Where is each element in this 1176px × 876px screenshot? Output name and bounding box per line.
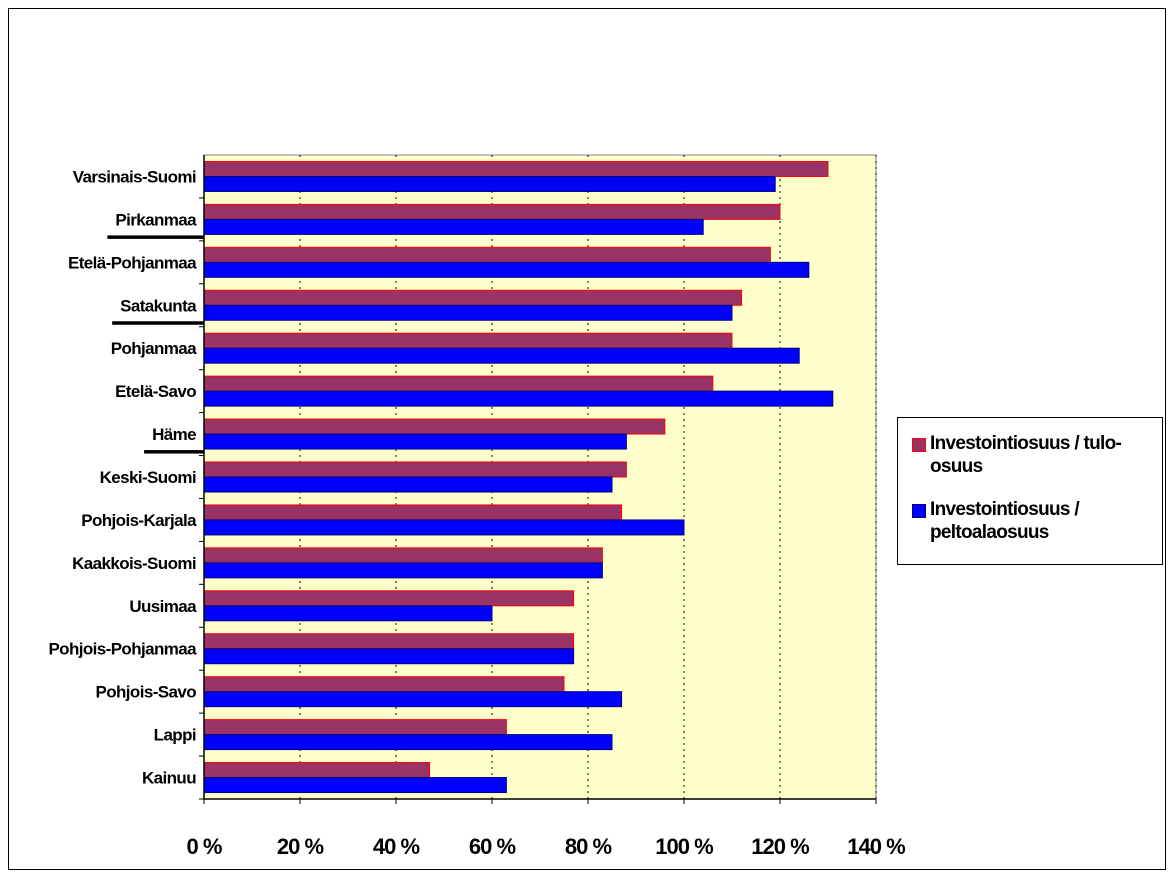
bar-series-2-1 (203, 218, 704, 235)
legend-label-series-2: Investointiosuus / peltoalaosuus (930, 499, 1080, 543)
bar-series-2-7 (203, 476, 613, 493)
category-label-5: Etelä-Savo (115, 382, 196, 401)
category-label-12: Pohjois-Savo (96, 683, 197, 702)
category-label-9: Kaakkois-Suomi (72, 554, 196, 573)
bar-series-1-5 (203, 375, 714, 392)
bars (203, 160, 834, 794)
bar-series-2-12 (203, 691, 623, 708)
category-label-14: Kainuu (142, 769, 196, 788)
x-tick-label-2: 40 % (373, 834, 420, 859)
bar-series-1-10 (203, 590, 575, 607)
bar-series-2-13 (203, 734, 613, 751)
x-tick-labels: 0 % 20 % 40 % 60 % 80 % 100 % 120 % 140 % (187, 834, 907, 859)
category-label-4: Pohjanmaa (111, 339, 197, 358)
legend-label-series-1: Investointiosuus / tulo- osuus (930, 433, 1122, 477)
legend-swatch-series-2 (912, 504, 926, 518)
bar-series-2-4 (203, 347, 800, 364)
legend: Investointiosuus / tulo- osuus Investoin… (897, 417, 1163, 565)
category-label-0: Varsinais-Suomi (73, 167, 196, 186)
category-label-1: Pirkanmaa (115, 210, 197, 229)
x-tick-label-7: 140 % (847, 834, 905, 859)
bar-series-2-14 (203, 777, 507, 794)
x-tick-label-6: 120 % (751, 834, 809, 859)
bar-series-1-0 (203, 160, 829, 177)
x-tick-label-3: 60 % (469, 834, 516, 859)
category-underline-1 (107, 235, 204, 239)
legend-swatch-series-1 (912, 438, 926, 452)
bar-series-1-6 (203, 418, 666, 435)
x-tick-label-0: 0 % (187, 834, 222, 859)
bar-series-2-0 (203, 175, 776, 192)
category-labels: Varsinais-Suomi Pirkanmaa Etelä-Pohjanmaa S… (48, 167, 204, 788)
bar-series-1-1 (203, 203, 781, 220)
bar-series-1-3 (203, 289, 743, 306)
bar-series-1-11 (203, 633, 575, 650)
bar-series-2-6 (203, 433, 627, 450)
bar-series-2-8 (203, 519, 685, 536)
category-label-13: Lappi (154, 726, 196, 745)
category-label-8: Pohjois-Karjala (81, 511, 197, 530)
bar-series-1-13 (203, 719, 507, 736)
bar-series-1-9 (203, 547, 603, 564)
bar-series-1-7 (203, 461, 627, 478)
bar-series-2-5 (203, 390, 834, 407)
category-underline-3 (112, 321, 204, 325)
bar-series-2-2 (203, 261, 810, 278)
category-label-2: Etelä-Pohjanmaa (68, 253, 197, 272)
bar-series-2-10 (203, 605, 493, 622)
x-tick-label-1: 20 % (277, 834, 324, 859)
category-label-10: Uusimaa (129, 597, 197, 616)
category-label-7: Keski-Suomi (100, 468, 196, 487)
bar-series-1-14 (203, 762, 431, 779)
x-tick-label-5: 100 % (655, 834, 713, 859)
legend-item-series-1: Investointiosuus / tulo- osuus (912, 432, 1140, 478)
legend-item-series-2: Investointiosuus / peltoalaosuus (912, 498, 1140, 544)
bar-series-1-4 (203, 332, 733, 349)
x-tick-label-4: 80 % (565, 834, 612, 859)
bar-series-2-11 (203, 648, 575, 665)
bar-series-2-9 (203, 562, 603, 579)
category-underline-6 (144, 450, 204, 454)
bar-series-2-3 (203, 304, 733, 321)
bar-series-1-2 (203, 246, 771, 263)
axes (199, 155, 877, 804)
category-label-3: Satakunta (120, 296, 197, 315)
bar-series-1-8 (203, 504, 623, 521)
category-label-11: Pohjois-Pohjanmaa (48, 640, 197, 659)
category-label-6: Häme (152, 425, 196, 444)
bar-series-1-12 (203, 676, 565, 693)
